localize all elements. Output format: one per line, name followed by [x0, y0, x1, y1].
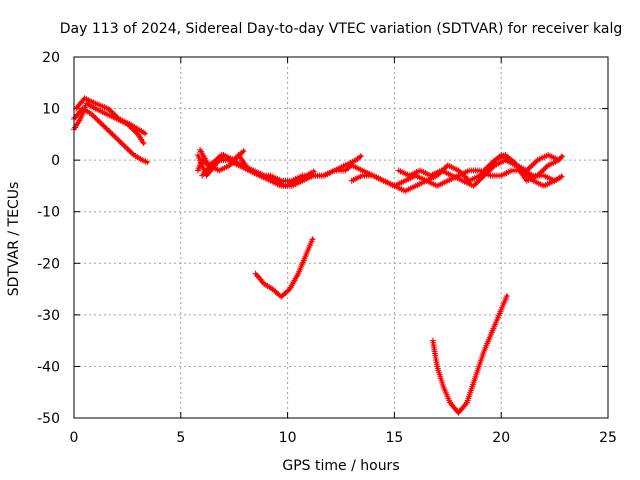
data-point: [285, 287, 292, 294]
data-series-arc-11: [252, 236, 316, 300]
data-point: [503, 293, 510, 300]
data-point: [558, 154, 565, 161]
y-tick-label: 20: [42, 50, 60, 66]
data-point: [141, 130, 148, 137]
data-point: [281, 291, 288, 298]
x-tick-label: 15: [385, 430, 403, 446]
data-point: [462, 401, 469, 408]
data-point: [282, 289, 289, 296]
data-point: [279, 292, 286, 299]
x-tick-label: 20: [492, 430, 510, 446]
data-series-arc-8: [348, 151, 565, 195]
data-point: [240, 148, 247, 155]
data-series-arc-7: [199, 151, 317, 189]
y-tick-label: -50: [37, 411, 60, 427]
plot-frame: [73, 56, 609, 419]
y-tick-label: 10: [42, 102, 60, 118]
axis-ticks: 0 5 10 15 20 25 -50 -40 -30 -20 -10 0 10 20: [37, 50, 617, 446]
data-point: [140, 139, 147, 146]
data-point: [273, 289, 280, 296]
grid: [74, 57, 608, 418]
data-point: [309, 236, 316, 243]
y-tick-label: -20: [37, 256, 60, 272]
data-point: [559, 153, 566, 160]
data-series-arc-10: [481, 151, 566, 184]
x-tick-label: 25: [599, 430, 617, 446]
data-point: [206, 163, 213, 170]
data-series-arc-3: [73, 95, 148, 137]
x-tick-label: 10: [279, 430, 297, 446]
x-tick-label: 0: [70, 430, 79, 446]
data-point: [271, 287, 278, 294]
x-tick-label: 5: [176, 430, 185, 446]
data-point: [558, 173, 565, 180]
data-point: [278, 293, 285, 300]
y-tick-label: -30: [37, 308, 60, 324]
data-point: [144, 159, 151, 166]
x-axis-label: GPS time / hours: [282, 458, 399, 474]
data-point: [357, 153, 364, 160]
y-tick-label: 0: [51, 153, 60, 169]
y-tick-label: -40: [37, 359, 60, 375]
series-trace: [254, 237, 315, 299]
plot-area: [71, 95, 566, 416]
data-point: [269, 286, 276, 293]
y-axis-label: SDTVAR / TECUs: [6, 182, 22, 297]
data-point: [275, 291, 282, 298]
data-point: [310, 168, 317, 175]
data-series-arc-9: [395, 151, 561, 189]
y-tick-label: -10: [37, 205, 60, 221]
data-series-arc-2: [71, 105, 151, 166]
data-point: [272, 288, 279, 295]
chart-title: Day 113 of 2024, Sidereal Day-to-day VTE…: [60, 21, 622, 37]
data-point: [259, 279, 266, 286]
data-series-arc-12: [429, 293, 510, 416]
data-point: [283, 288, 290, 295]
